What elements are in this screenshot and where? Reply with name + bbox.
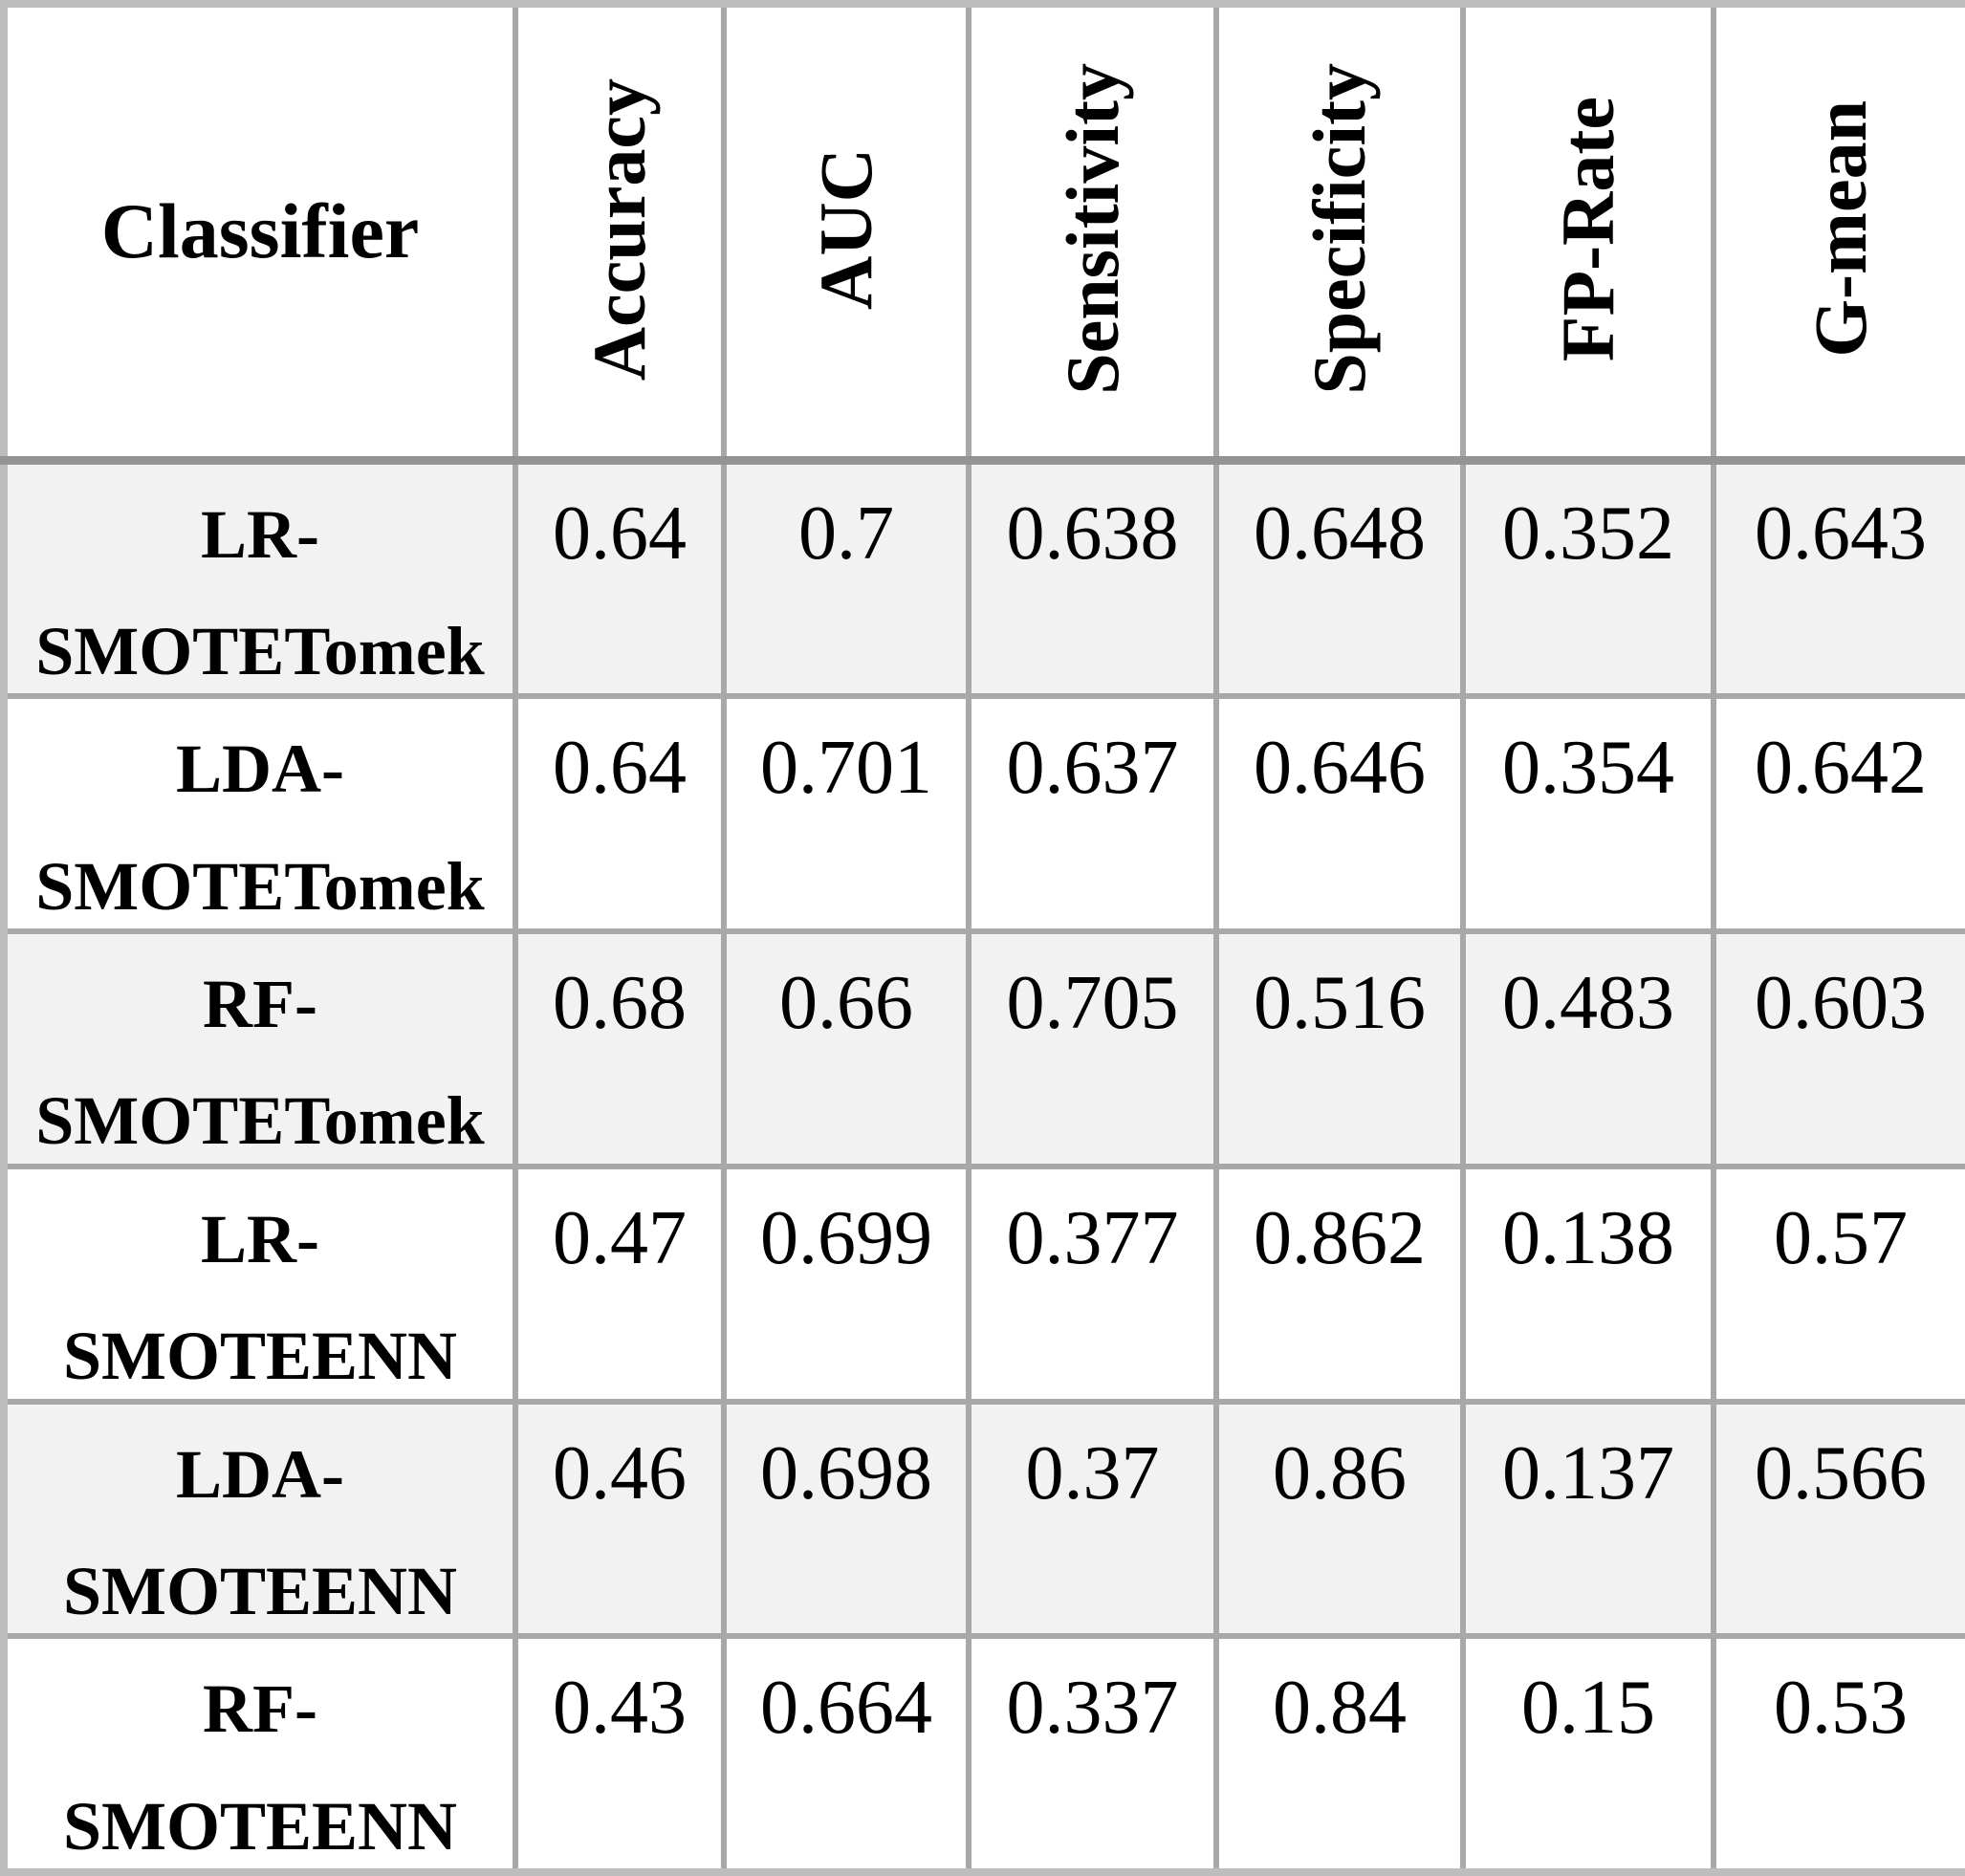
classifier-name-line2: SMOTEENN: [62, 1318, 458, 1395]
cell-sensitivity: 0.637: [966, 693, 1219, 935]
column-header-label: G-mean: [1799, 100, 1882, 359]
classifier-cell: LDA- SMOTETomek: [1, 693, 518, 935]
classifier-cell: LDA- SMOTEENN: [1, 1398, 518, 1640]
cell-accuracy: 0.64: [513, 456, 727, 700]
classifier-name-line2: SMOTETomek: [35, 1082, 485, 1160]
cell-specificity: 0.862: [1213, 1163, 1466, 1405]
cell-sensitivity: 0.377: [966, 1163, 1219, 1405]
classifier-name-line1: LDA-: [176, 1435, 344, 1513]
cell-auc: 0.701: [721, 693, 972, 935]
cell-auc: 0.66: [721, 928, 972, 1169]
cell-fp-rate: 0.483: [1460, 928, 1716, 1169]
cell-accuracy: 0.46: [513, 1398, 727, 1640]
cell-specificity: 0.646: [1213, 693, 1466, 935]
cell-g-mean: 0.643: [1711, 456, 1965, 700]
cell-fp-rate: 0.138: [1460, 1163, 1716, 1405]
cell-fp-rate: 0.137: [1460, 1398, 1716, 1640]
column-header-label: Specificity: [1298, 63, 1381, 396]
cell-accuracy: 0.47: [513, 1163, 727, 1405]
cell-fp-rate: 0.352: [1460, 456, 1716, 700]
column-header-specificity: Specificity: [1213, 1, 1466, 465]
classifier-name-line2: SMOTETomek: [35, 847, 485, 925]
cell-specificity: 0.516: [1213, 928, 1466, 1169]
column-header-auc: AUC: [721, 1, 972, 465]
classifier-cell: LR- SMOTETomek: [1, 456, 518, 700]
cell-accuracy: 0.43: [513, 1633, 727, 1876]
row-rf-smotetomek: RF- SMOTETomek 0.68 0.66 0.705 0.516 0.4…: [1, 928, 1965, 1169]
cell-specificity: 0.86: [1213, 1398, 1466, 1640]
column-header-label: FP-Rate: [1546, 97, 1629, 362]
cell-sensitivity: 0.337: [966, 1633, 1219, 1876]
row-lr-smotetomek: LR- SMOTETomek 0.64 0.7 0.638 0.648 0.35…: [1, 456, 1965, 700]
cell-fp-rate: 0.15: [1460, 1633, 1716, 1876]
cell-sensitivity: 0.638: [966, 456, 1219, 700]
cell-sensitivity: 0.705: [966, 928, 1219, 1169]
cell-sensitivity: 0.37: [966, 1398, 1219, 1640]
cell-g-mean: 0.642: [1711, 693, 1965, 935]
row-lda-smotetomek: LDA- SMOTETomek 0.64 0.701 0.637 0.646 0…: [1, 693, 1965, 935]
classifier-name-line2: SMOTEENN: [62, 1787, 458, 1865]
cell-g-mean: 0.603: [1711, 928, 1965, 1169]
cell-g-mean: 0.53: [1711, 1633, 1965, 1876]
classifier-name-line1: RF-: [203, 1670, 317, 1748]
header-row: Classifier Accuracy AUC Sensitivity Spec…: [1, 1, 1965, 465]
row-lr-smoteenn: LR- SMOTEENN 0.47 0.699 0.377 0.862 0.13…: [1, 1163, 1965, 1405]
cell-auc: 0.7: [721, 456, 972, 700]
cell-fp-rate: 0.354: [1460, 693, 1716, 935]
classifier-name-line1: LR-: [201, 1200, 319, 1277]
cell-accuracy: 0.64: [513, 693, 727, 935]
classifier-name-line2: SMOTEENN: [62, 1553, 458, 1630]
classifier-name-line2: SMOTETomek: [35, 612, 485, 689]
cell-auc: 0.699: [721, 1163, 972, 1405]
cell-accuracy: 0.68: [513, 928, 727, 1169]
classifier-name-line1: RF-: [203, 966, 317, 1043]
cell-g-mean: 0.57: [1711, 1163, 1965, 1405]
classifier-cell: LR- SMOTEENN: [1, 1163, 518, 1405]
column-header-label: Sensitivity: [1050, 63, 1134, 396]
cell-auc: 0.698: [721, 1398, 972, 1640]
row-rf-smoteenn: RF- SMOTEENN 0.43 0.664 0.337 0.84 0.15 …: [1, 1633, 1965, 1876]
column-header-label: AUC: [804, 148, 887, 311]
classifier-name-line1: LDA-: [176, 731, 344, 808]
column-header-g-mean: G-mean: [1711, 1, 1965, 465]
cell-specificity: 0.648: [1213, 456, 1466, 700]
row-lda-smoteenn: LDA- SMOTEENN 0.46 0.698 0.37 0.86 0.137…: [1, 1398, 1965, 1640]
column-header-sensitivity: Sensitivity: [966, 1, 1219, 465]
column-header-label: Accuracy: [578, 77, 661, 381]
column-header-fp-rate: FP-Rate: [1460, 1, 1716, 465]
classifier-cell: RF- SMOTEENN: [1, 1633, 518, 1876]
classifier-cell: RF- SMOTETomek: [1, 928, 518, 1169]
classifier-name-line1: LR-: [201, 495, 319, 573]
column-header-accuracy: Accuracy: [513, 1, 727, 465]
cell-g-mean: 0.566: [1711, 1398, 1965, 1640]
column-header-classifier: Classifier: [1, 1, 518, 465]
cell-auc: 0.664: [721, 1633, 972, 1876]
cell-specificity: 0.84: [1213, 1633, 1466, 1876]
